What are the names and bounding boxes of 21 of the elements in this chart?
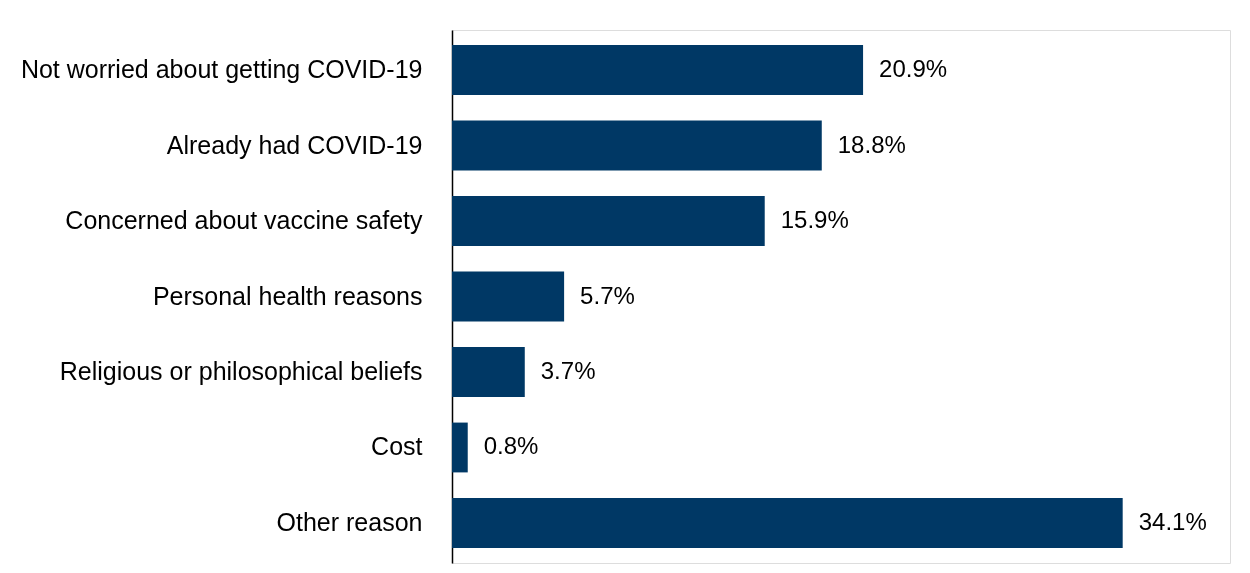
data-label: 20.9% <box>879 55 948 83</box>
bar <box>452 196 765 246</box>
y-tick-label: Cost <box>371 432 423 461</box>
y-tick-label: Personal health reasons <box>152 281 423 310</box>
y-tick-label: Concerned about vaccine safety <box>65 206 423 234</box>
y-tick-label: Already had COVID-19 <box>166 130 423 159</box>
data-label: 3.7% <box>540 357 596 384</box>
data-label: 0.8% <box>483 432 539 460</box>
bar <box>452 271 565 322</box>
y-tick-label: Other reason <box>276 507 423 536</box>
y-tick-label: Not worried about getting COVID-19 <box>20 55 423 84</box>
bar <box>452 422 468 473</box>
bar <box>452 498 1123 548</box>
data-label: 15.9% <box>780 206 849 233</box>
bar <box>452 120 822 171</box>
bar <box>452 45 864 95</box>
y-tick-label: Religious or philosophical beliefs <box>59 357 423 385</box>
data-label: 34.1% <box>1138 507 1207 535</box>
bar <box>452 347 525 397</box>
data-label: 18.8% <box>837 130 906 158</box>
data-label: 5.7% <box>580 281 635 309</box>
